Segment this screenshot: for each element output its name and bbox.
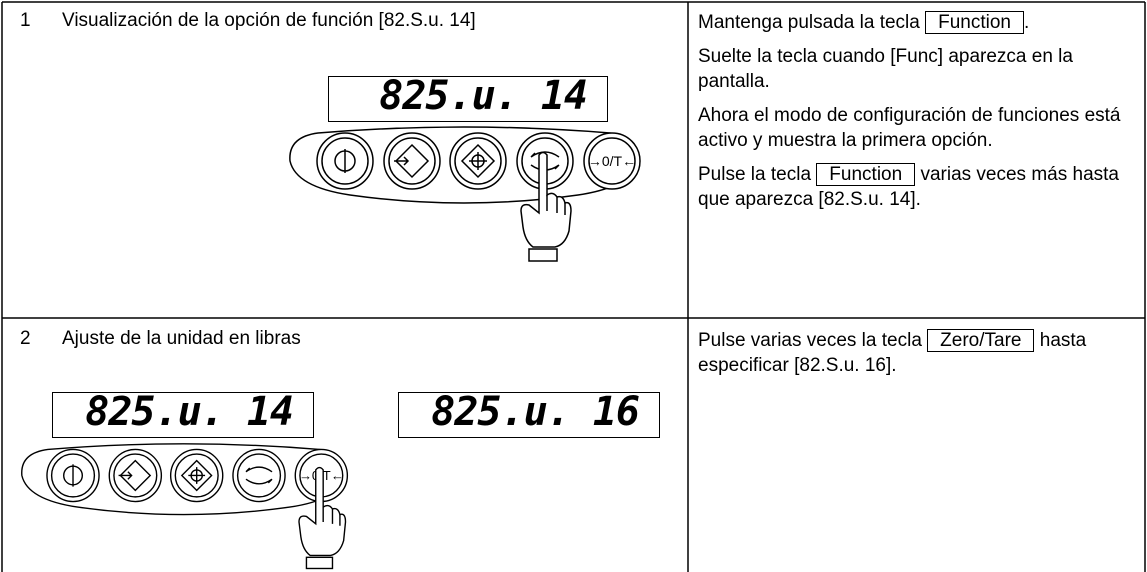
instruction-text: Suelte la tecla cuando [Func] aparezca e…	[698, 46, 1073, 92]
instruction-text: .	[1023, 12, 1030, 33]
key-name: Function	[925, 11, 1024, 34]
step-title: Ajuste de la unidad en libras	[62, 328, 301, 349]
instruction: Mantenga pulsada la tecla Function.	[698, 10, 1138, 35]
instruction-text: Ahora el modo de configuración de funcio…	[698, 105, 1121, 151]
instruction-text: Mantenga pulsada la tecla	[698, 12, 926, 33]
instruction-text: hasta especificar [82.S.u. 16].	[698, 330, 1087, 376]
instruction: Pulse varias veces la tecla Zero/Tare ha…	[698, 328, 1138, 378]
key-label: →0/T←	[588, 153, 636, 169]
step-number: 1	[20, 10, 31, 31]
instruction: Ahora el modo de configuración de funcio…	[698, 103, 1138, 153]
instruction-text: Pulse la tecla	[698, 164, 817, 185]
instruction: Pulse la tecla Function varias veces más…	[698, 162, 1138, 212]
step-number: 2	[20, 328, 31, 349]
display-text: 825.u. 16	[431, 389, 640, 435]
instruction-text: Pulse varias veces la tecla	[698, 330, 928, 351]
step-title: Visualización de la opción de función [8…	[62, 10, 476, 31]
display-text: 825.u. 14	[379, 73, 588, 119]
display-text: 825.u. 14	[85, 389, 294, 435]
instruction-text: varias veces más hasta que aparezca [82.…	[698, 164, 1119, 210]
instruction: Suelte la tecla cuando [Func] aparezca e…	[698, 44, 1138, 94]
display: 825.u. 16	[398, 389, 660, 438]
key-name: Function	[816, 163, 916, 186]
display: 825.u. 14	[328, 73, 608, 122]
key-name: Zero/Tare	[927, 329, 1035, 352]
display: 825.u. 14	[52, 389, 314, 438]
